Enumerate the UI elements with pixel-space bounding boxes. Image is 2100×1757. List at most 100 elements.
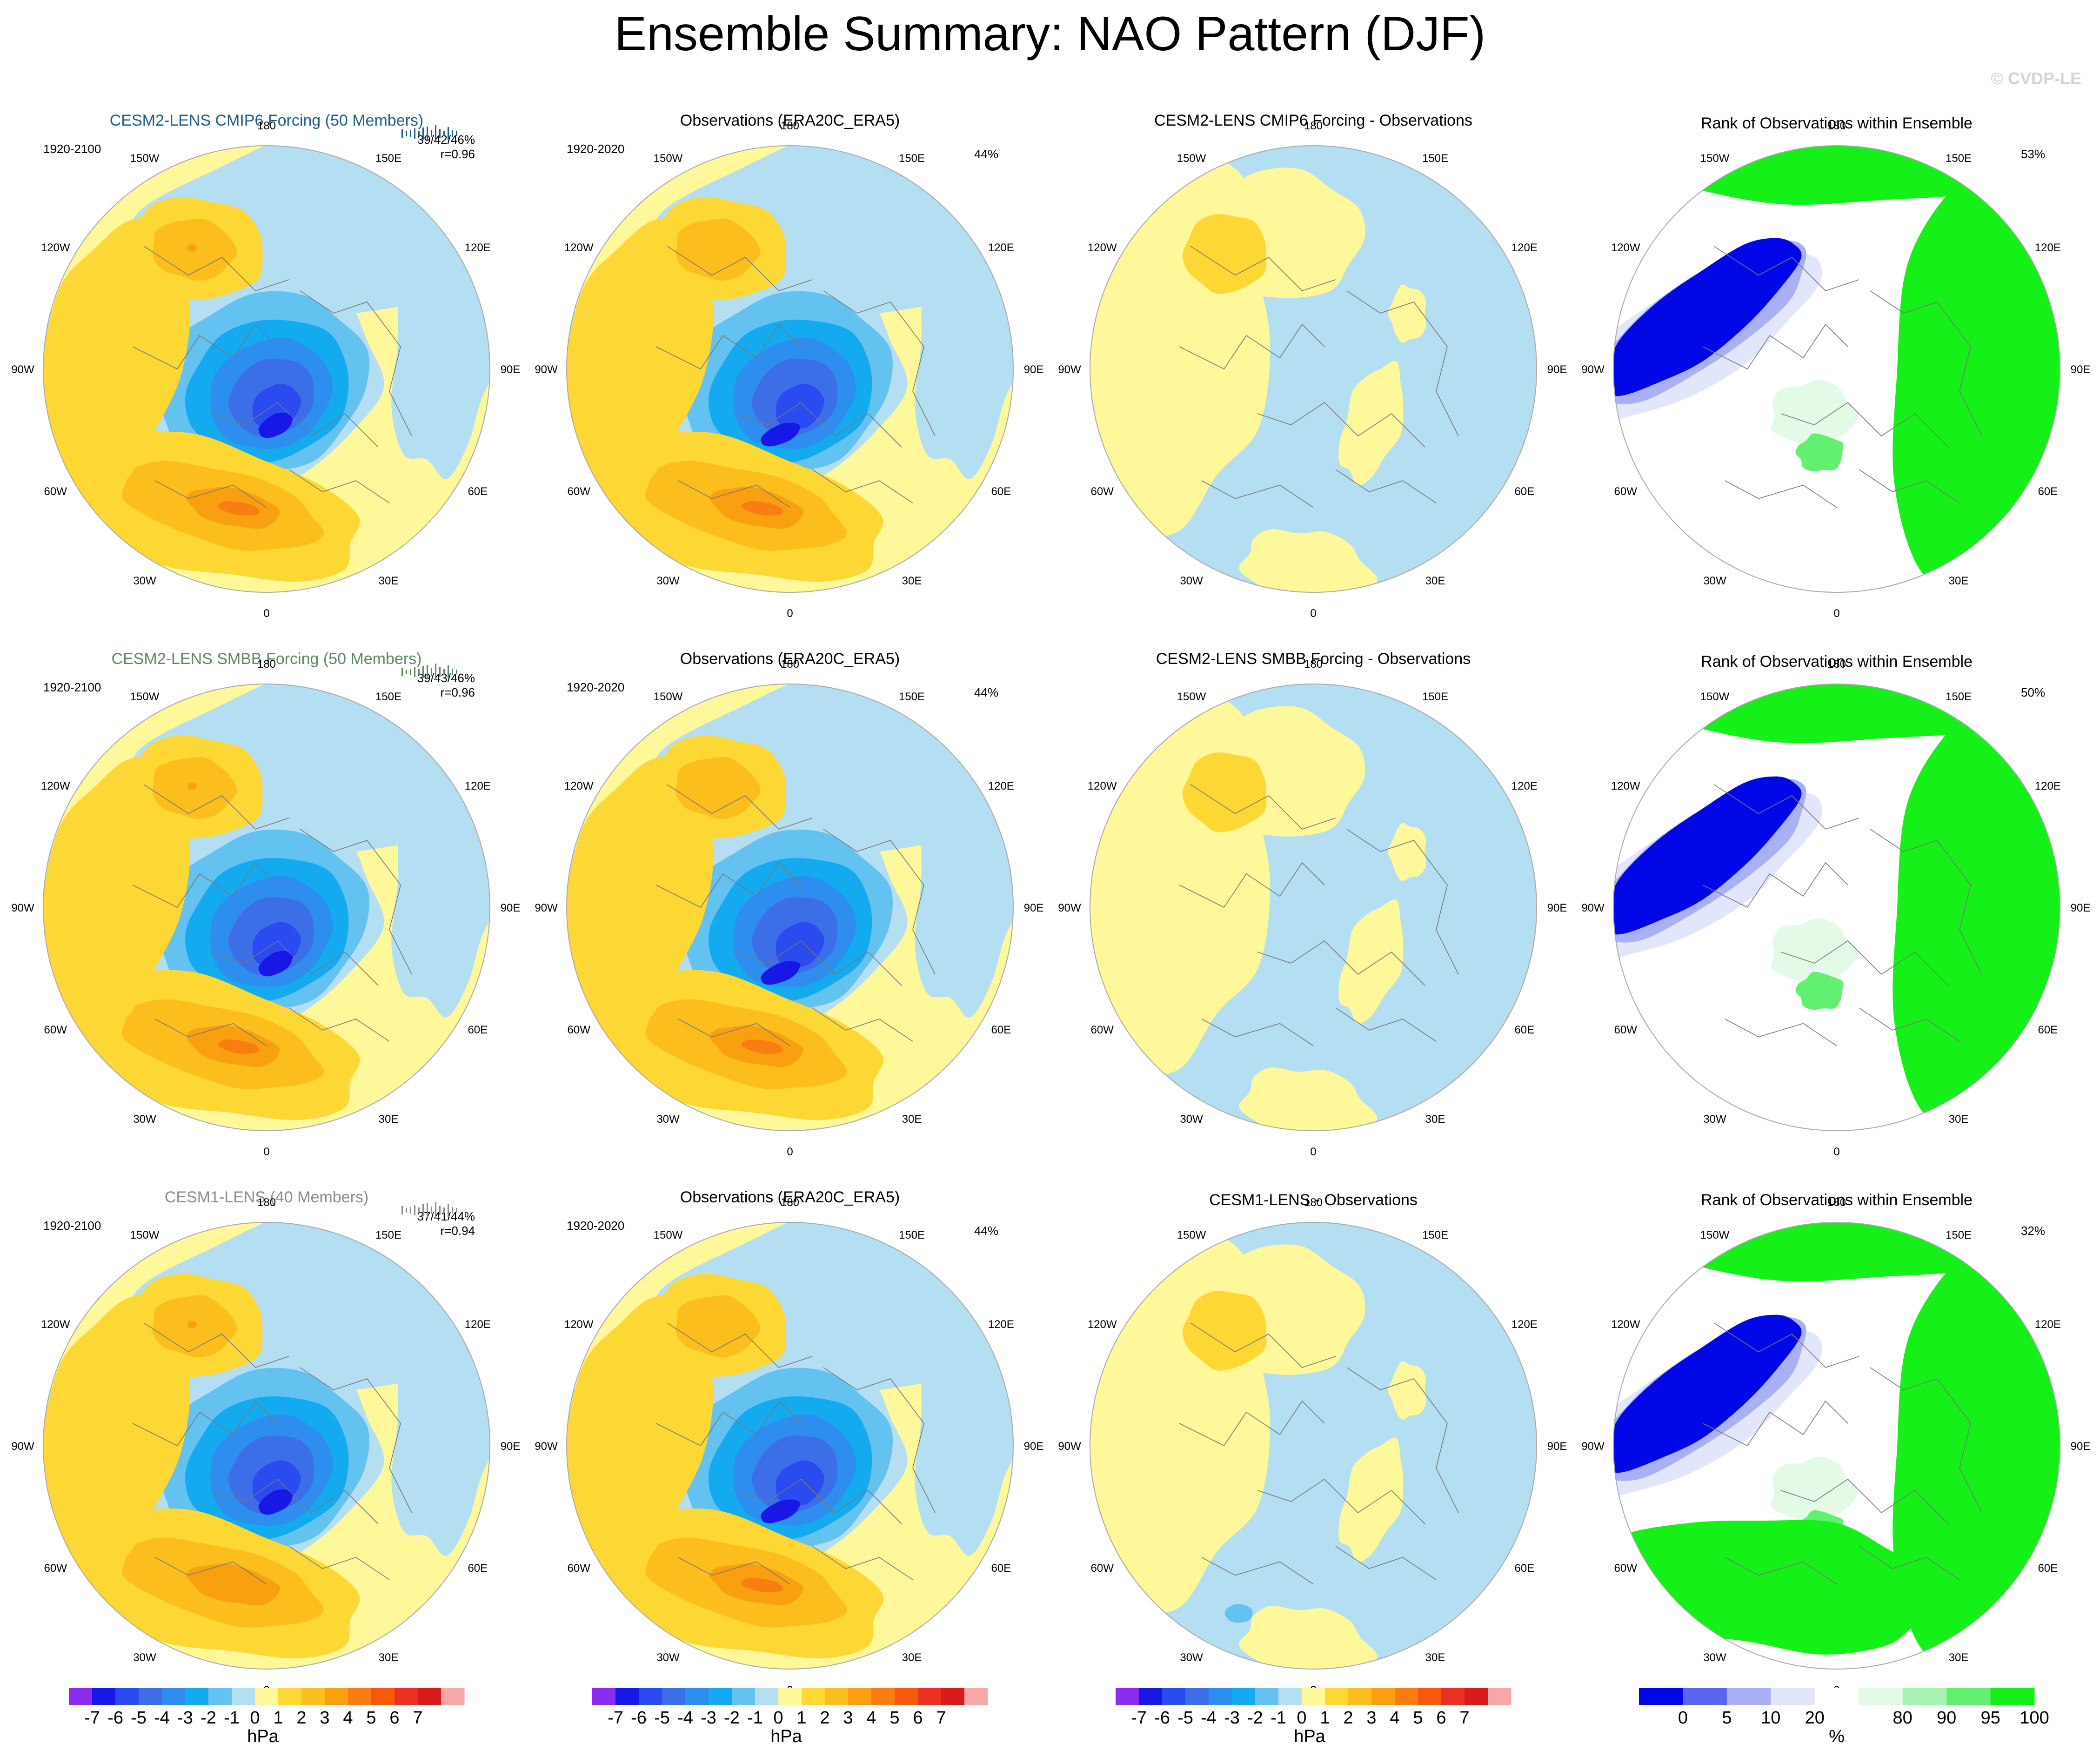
lon-label-150e: 150E — [1946, 691, 1972, 703]
coastline — [678, 1557, 790, 1585]
rank-title: Rank of Observations within Ensemble — [1701, 1191, 1973, 1209]
lon-label-30w: 30W — [656, 575, 680, 587]
rank-colorbar-tick: 80 — [1893, 1708, 1913, 1728]
lon-label-180: 180 — [781, 120, 799, 132]
rank-map — [1613, 1222, 2060, 1669]
lon-label-180: 180 — [257, 120, 276, 132]
colorbar-tick: 6 — [1436, 1708, 1446, 1728]
lon-label-120w: 120W — [1088, 780, 1117, 792]
rank-colorbar-segment — [1683, 1688, 1727, 1705]
coastline — [1201, 1557, 1314, 1585]
contour-pos-3-pacific — [187, 782, 197, 791]
colorbar-segment — [139, 1688, 162, 1705]
contour-pos-1-westcoast — [567, 756, 714, 1032]
watermark: © CVDP-LE — [1991, 69, 2081, 88]
lon-label-60w: 60W — [1614, 1562, 1638, 1575]
ensemble-spread-bar — [439, 129, 441, 138]
colorbar-segment — [208, 1688, 232, 1705]
lon-label-60e: 60E — [2038, 1562, 2058, 1575]
colorbar-segment — [964, 1688, 988, 1705]
contour-pos-1-westcoast — [43, 218, 190, 493]
coastline — [210, 1478, 379, 1524]
lon-label-90w: 90W — [1058, 1440, 1081, 1453]
colorbar-tick: 3 — [843, 1708, 853, 1728]
colorbar-tick: 3 — [1366, 1708, 1376, 1728]
coastline — [300, 829, 412, 975]
ensemble-spread-bar — [410, 130, 411, 137]
rank-0-5 — [1613, 1314, 1802, 1473]
lon-label-150e: 150E — [1422, 691, 1448, 703]
colorbar-tick: 5 — [889, 1708, 899, 1728]
coastline — [812, 469, 913, 503]
lon-label-150w: 150W — [654, 691, 683, 703]
lon-label-120e: 120E — [988, 241, 1014, 254]
colorbar-segment — [662, 1688, 686, 1705]
colorbar-tick: 4 — [343, 1708, 353, 1728]
coastline — [678, 480, 790, 508]
coastline — [1179, 323, 1325, 370]
lon-label-30w: 30W — [656, 1651, 680, 1664]
contour-neg-7 — [761, 1499, 801, 1523]
ensemble-spread-bar — [427, 665, 428, 679]
obs-title: Observations (ERA20C_ERA5) — [680, 1188, 900, 1206]
colorbar-tick: -5 — [131, 1708, 147, 1728]
lon-label-90w: 90W — [535, 902, 558, 914]
coastline — [132, 323, 278, 370]
colorbar-segment — [802, 1688, 825, 1705]
lon-label-180: 180 — [257, 658, 276, 671]
ensemble-spread-bar — [414, 128, 415, 139]
diff-pos-0-1-east — [1338, 899, 1404, 1024]
model-pattern-corr: r=0.94 — [441, 1224, 475, 1238]
colorbar-segment — [348, 1688, 372, 1705]
lon-label-60e: 60E — [1514, 1562, 1534, 1575]
lon-label-0: 0 — [263, 607, 269, 620]
colorbar-tick: -7 — [1131, 1708, 1147, 1728]
diff-title: CESM2-LENS SMBB Forcing - Observations — [1156, 650, 1471, 668]
lon-label-90e: 90E — [501, 1440, 521, 1453]
colorbar-segment — [592, 1688, 616, 1705]
coastline — [1346, 290, 1459, 436]
colorbar-tick: -5 — [1177, 1708, 1193, 1728]
contour-neg-6 — [776, 383, 824, 429]
lon-label-30w: 30W — [133, 1651, 156, 1664]
colorbar-segment — [1302, 1688, 1325, 1705]
rank-0-5 — [1613, 238, 1802, 396]
colorbar-segment — [1441, 1688, 1465, 1705]
coastline — [1870, 290, 1982, 436]
coastline — [823, 829, 936, 975]
colorbar-segment — [1278, 1688, 1302, 1705]
lon-label-30e: 30E — [1425, 1113, 1445, 1126]
coastline — [667, 246, 813, 291]
coastline — [1725, 1557, 1837, 1585]
coastline — [1780, 402, 1949, 448]
colorbar-segment — [185, 1688, 209, 1705]
coastline — [154, 1557, 267, 1585]
lon-label-180: 180 — [1827, 658, 1846, 671]
coastline — [210, 940, 379, 986]
lon-label-90e: 90E — [501, 902, 521, 914]
map-border — [566, 145, 1014, 593]
lon-label-90e: 90E — [2071, 902, 2091, 914]
rank-colorbar-units: % — [1829, 1727, 1845, 1746]
coastline — [734, 402, 902, 448]
lon-label-120w: 120W — [1611, 1318, 1640, 1331]
coastline — [1257, 402, 1425, 448]
diff-title: CESM2-LENS CMIP6 Forcing - Observations — [1154, 112, 1472, 129]
lon-label-60e: 60E — [991, 485, 1011, 498]
colorbar-tick: -4 — [1201, 1708, 1217, 1728]
rank-colorbar-tick: 90 — [1937, 1708, 1956, 1728]
map-border — [566, 1222, 1014, 1670]
colorbar-segment — [92, 1688, 116, 1705]
contour-pos-1-westcoast — [43, 756, 190, 1032]
coastline — [1713, 1322, 1859, 1368]
ensemble-spread-bar — [439, 667, 441, 677]
coastline — [1335, 469, 1437, 503]
colorbar-segment — [1255, 1688, 1279, 1705]
lon-label-150w: 150W — [654, 1229, 683, 1241]
colorbar-segment — [639, 1688, 662, 1705]
model-pattern-corr: r=0.96 — [441, 147, 475, 161]
lon-label-150w: 150W — [1177, 1229, 1206, 1241]
colorbar-segment — [232, 1688, 255, 1705]
lon-label-150e: 150E — [375, 691, 401, 703]
colorbar-tick: 5 — [366, 1708, 376, 1728]
